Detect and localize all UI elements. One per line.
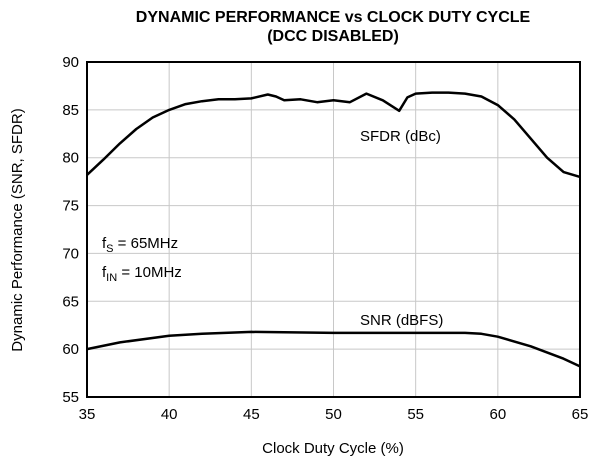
data-line <box>86 91 581 179</box>
data-line <box>86 330 581 368</box>
y-tick-label: 65 <box>62 293 79 310</box>
x-tick-label: 50 <box>325 406 342 423</box>
annotation-subscript: IN <box>106 272 117 284</box>
annotation-rest: = 10MHz <box>117 264 182 281</box>
chart-title: DYNAMIC PERFORMANCE vs CLOCK DUTY CYCLE <box>136 9 531 26</box>
x-tick-label: 45 <box>243 406 260 423</box>
annotation-subscript: S <box>106 243 113 255</box>
x-tick-label: 40 <box>161 406 178 423</box>
annotation: fIN = 10MHz <box>102 264 182 284</box>
y-tick-label: 55 <box>62 389 79 406</box>
y-tick-label: 75 <box>62 198 79 215</box>
y-tick-label: 60 <box>62 341 79 358</box>
chart-subtitle: (DCC DISABLED) <box>267 28 399 45</box>
series-label: SNR (dBFS) <box>360 312 443 329</box>
x-axis-label: Clock Duty Cycle (%) <box>262 440 404 457</box>
y-tick-label: 80 <box>62 150 79 167</box>
y-tick-label: 85 <box>62 102 79 119</box>
x-tick-label: 55 <box>407 406 424 423</box>
plot-frame <box>86 61 581 398</box>
annotation-rest: = 65MHz <box>114 235 179 252</box>
x-tick-label: 60 <box>489 406 506 423</box>
y-axis-label: Dynamic Performance (SNR, SFDR) <box>9 108 26 351</box>
y-tick-label: 70 <box>62 245 79 262</box>
annotation: fS = 65MHz <box>102 235 178 255</box>
series-label: SFDR (dBc) <box>360 128 441 145</box>
annotation-text: f <box>102 264 107 281</box>
y-tick-label: 90 <box>62 54 79 71</box>
x-tick-label: 35 <box>79 406 96 423</box>
x-tick-label: 65 <box>572 406 589 423</box>
annotation-text: f <box>102 235 107 252</box>
